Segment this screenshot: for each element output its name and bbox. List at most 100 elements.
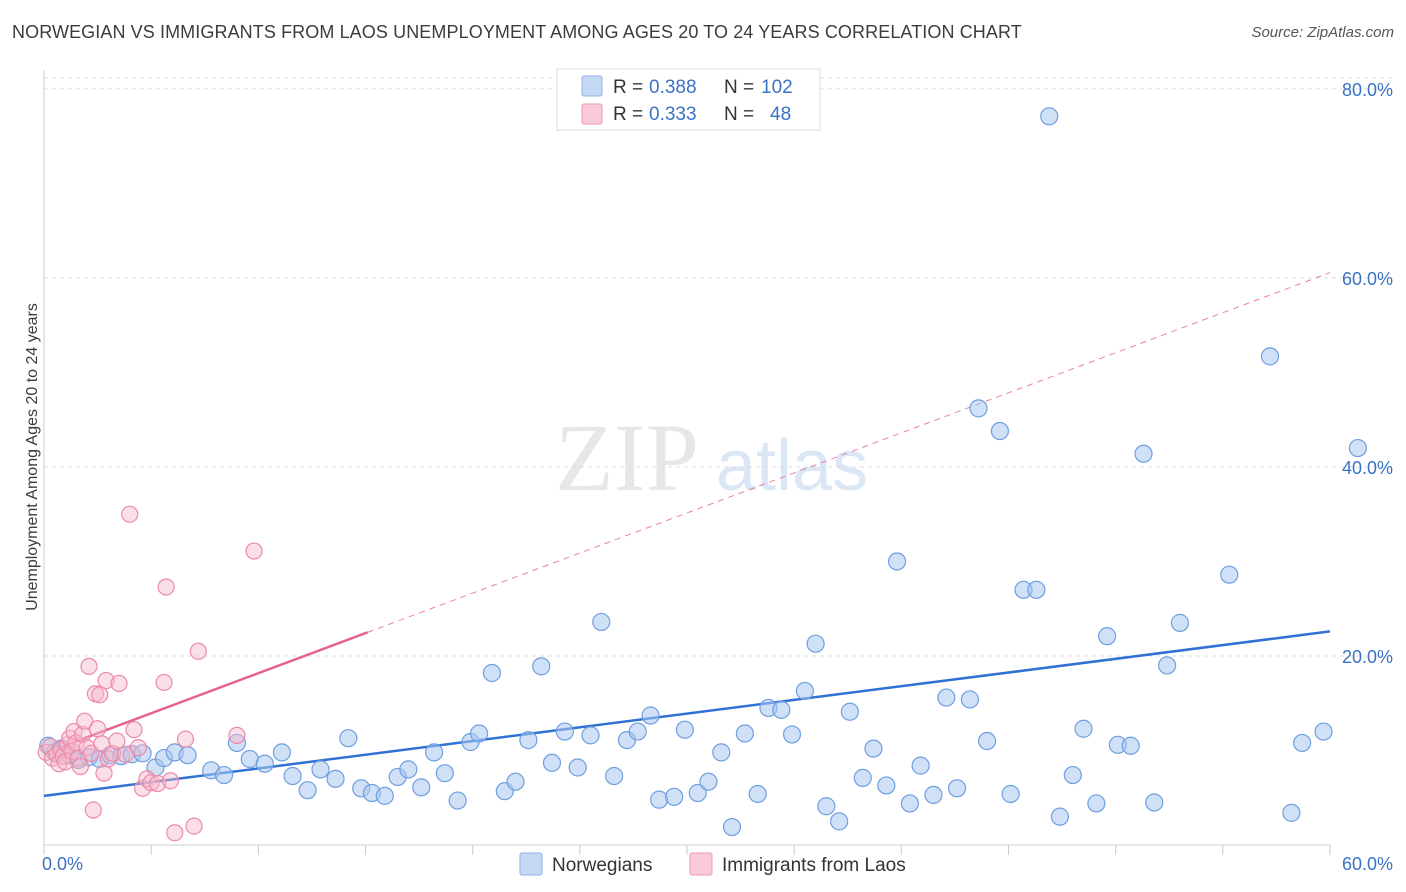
data-point-norwegians [911, 756, 930, 775]
data-point-laos [97, 671, 115, 690]
data-point-norwegians [795, 681, 814, 701]
data-point-norwegians [555, 722, 574, 741]
data-point-norwegians [1220, 565, 1239, 584]
data-point-laos [108, 732, 126, 750]
watermark-zip: ZIP [555, 404, 699, 511]
data-point-norwegians [1158, 656, 1177, 675]
legend-swatch-laos [689, 852, 713, 876]
data-point-norwegians [581, 726, 600, 745]
data-point-laos [161, 772, 180, 790]
data-point-norwegians [214, 765, 234, 785]
x-tick-label-min: 0.0% [42, 854, 83, 874]
legend-r-label: R = [613, 104, 643, 125]
data-point-norwegians [240, 749, 259, 769]
data-point-norwegians [1001, 784, 1020, 804]
legend-n-value: 48 [770, 104, 791, 125]
data-point-norwegians [817, 797, 836, 816]
data-point-norwegians [900, 794, 920, 813]
data-point-norwegians [650, 790, 669, 809]
data-point-laos [91, 686, 109, 704]
legend-swatch-pink [581, 103, 603, 125]
grid-lines [44, 77, 1392, 657]
data-point-norwegians [665, 787, 684, 806]
source-label: Source: ZipAtlas.com [1251, 24, 1394, 41]
data-point-norwegians [311, 760, 330, 779]
data-point-laos [155, 673, 173, 692]
data-point-norwegians [178, 746, 197, 765]
legend-n-label: N = [724, 77, 754, 98]
stats-legend: R = 0.388 N = 102 R = 0.333 N = 48 [556, 68, 821, 131]
data-point-norwegians [969, 399, 988, 418]
data-point-norwegians [272, 743, 292, 762]
data-point-norwegians [1087, 794, 1106, 813]
data-point-norwegians [1293, 733, 1312, 753]
data-point-norwegians [255, 754, 274, 773]
data-point-norwegians [399, 760, 418, 779]
data-point-norwegians [133, 744, 152, 763]
data-point-laos [142, 774, 160, 792]
data-point-norwegians [772, 700, 791, 719]
data-point-norwegians [568, 758, 587, 777]
points-laos [37, 505, 263, 842]
data-point-norwegians [1040, 107, 1059, 126]
data-point-norwegians [628, 722, 647, 741]
data-point-norwegians [435, 764, 454, 783]
data-point-norwegians [1121, 736, 1140, 755]
data-point-laos [121, 505, 139, 523]
data-point-norwegians [960, 690, 980, 709]
data-point-norwegians [448, 791, 467, 810]
data-point-norwegians [782, 725, 802, 744]
data-point-laos [245, 542, 263, 560]
data-point-norwegians [326, 769, 345, 788]
data-point-norwegians [519, 730, 538, 750]
data-point-norwegians [1134, 444, 1153, 463]
x-tick-label-max: 60.0% [1342, 854, 1393, 874]
data-point-norwegians [990, 421, 1010, 441]
data-point-laos [76, 712, 94, 730]
x-ticks [43, 845, 1331, 855]
data-point-laos [125, 721, 143, 739]
y-tick-label: 60.0% [1342, 269, 1393, 289]
data-point-norwegians [1282, 803, 1301, 822]
legend-r-value: 0.333 [649, 104, 697, 125]
data-point-norwegians [1170, 613, 1190, 632]
data-point-norwegians [1074, 719, 1093, 738]
chart-title: NORWEGIAN VS IMMIGRANTS FROM LAOS UNEMPL… [12, 22, 1022, 42]
data-point-norwegians [877, 776, 896, 795]
data-point-laos [157, 578, 175, 596]
data-point-norwegians [977, 731, 997, 751]
data-point-norwegians [1145, 793, 1164, 812]
data-point-norwegians [830, 812, 849, 831]
data-point-norwegians [1097, 627, 1117, 646]
legend-n-label: N = [724, 104, 754, 125]
trend-line-solid [43, 631, 369, 755]
data-point-laos [71, 757, 90, 776]
data-point-norwegians [469, 724, 489, 743]
data-point-norwegians [1050, 807, 1070, 826]
trend-line-laos [43, 272, 1331, 755]
data-point-norwegians [592, 612, 611, 632]
data-point-norwegians [298, 781, 317, 800]
data-point-norwegians [1260, 347, 1280, 366]
legend-r-value: 0.388 [649, 77, 697, 98]
data-point-norwegians [887, 552, 907, 571]
data-point-norwegians [712, 743, 731, 762]
legend-swatch-norwegians [519, 852, 543, 876]
data-point-laos [166, 824, 184, 842]
data-point-norwegians [1314, 722, 1333, 741]
data-point-norwegians [339, 729, 358, 748]
data-point-norwegians [506, 772, 525, 791]
data-point-norwegians [937, 688, 956, 707]
y-tick-label: 20.0% [1342, 647, 1393, 667]
data-point-norwegians [947, 779, 967, 798]
data-point-laos [73, 725, 92, 744]
data-point-laos [189, 642, 207, 660]
data-point-norwegians [722, 817, 742, 837]
data-point-norwegians [840, 702, 859, 721]
y-tick-label: 80.0% [1342, 80, 1393, 100]
data-point-norwegians [424, 743, 444, 762]
data-point-norwegians [283, 766, 302, 786]
data-point-norwegians [542, 753, 562, 772]
watermark: ZIP atlas [555, 404, 868, 511]
data-point-norwegians [806, 634, 825, 653]
